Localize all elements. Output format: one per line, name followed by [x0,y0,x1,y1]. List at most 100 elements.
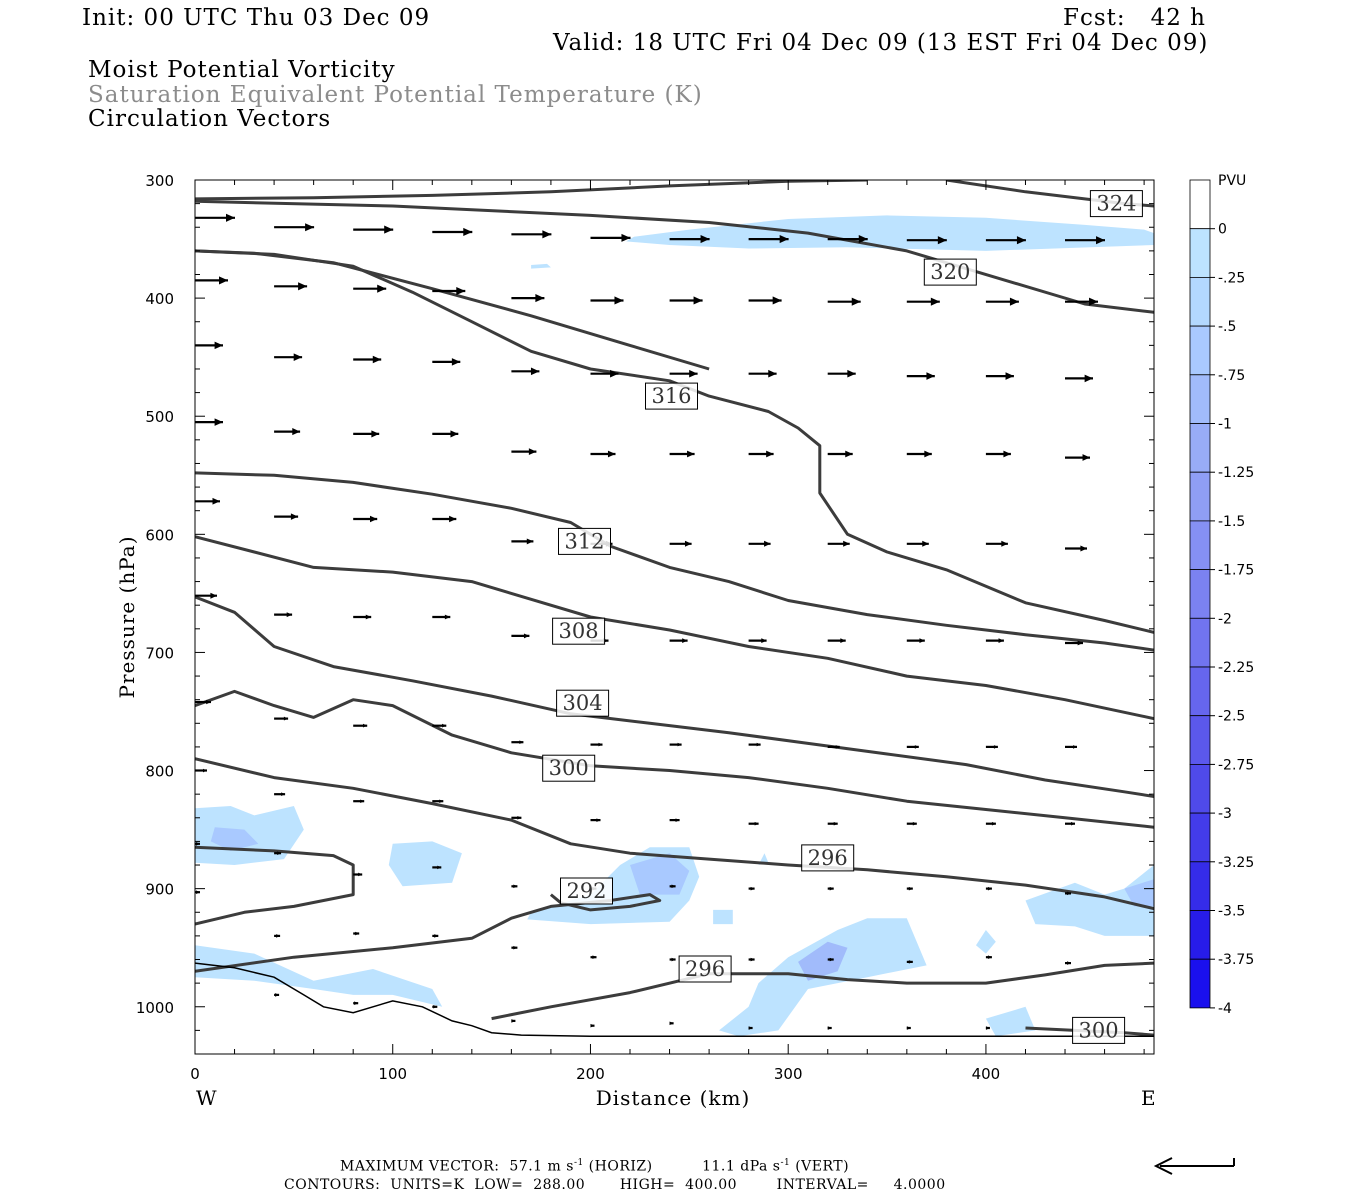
theta-contour-304 [195,595,1154,798]
vector-head [1096,236,1106,245]
vector-head [689,369,698,378]
vector-head [607,450,616,458]
colorbar-swatch [1189,861,1211,911]
reference-vector [1153,1157,1235,1175]
vector-head [437,865,442,870]
colorbar-label: -1.5 [1218,514,1245,530]
pv-region [1025,865,1154,936]
contour-label: 296 [685,957,725,981]
contour-label-box [542,754,596,782]
contours-info: CONTOURS: UNITS=K LOW= 288.00 HIGH= 400.… [284,1177,946,1193]
colorbar-label: -4 [1218,1001,1232,1017]
vector-head [463,227,473,237]
vector-head [592,955,597,959]
y-tick-label: 800 [145,763,174,781]
colorbar-label: -1 [1218,417,1232,433]
vector-head [212,497,220,505]
vector-head [439,799,444,804]
pv-region [210,827,259,851]
vector-head [937,236,947,245]
vector-head [991,821,996,826]
vector-head [369,515,378,523]
colorbar-swatch [1189,423,1211,473]
vector-head [922,540,929,547]
max-vector-vert: 11.1 dPa s [702,1158,781,1175]
pv-region [713,909,733,925]
x-tick-label: 300 [774,1065,803,1083]
contour-label-box [801,844,855,872]
colorbar-label: -3.5 [1218,904,1245,920]
vector-head [748,1026,753,1030]
vector-head [684,540,692,547]
y-tick-label: 700 [145,644,174,662]
vector-head [914,745,919,749]
vector-head [930,297,940,306]
vector-head [687,450,695,458]
pv-region [1124,879,1154,907]
colorbar-label: -3 [1218,806,1232,822]
colorbar-label: 0 [1218,222,1227,238]
vector-head [526,538,534,545]
vector-head [433,1004,438,1009]
vector-head [1077,640,1084,646]
vector-head [843,540,850,547]
vector-head [1009,297,1019,306]
vector-head [1084,374,1094,383]
pv-shading-layer [195,215,1154,1037]
vector-head [829,957,834,962]
colorbar-swatch [1189,228,1211,278]
vector-head [829,886,834,891]
theta-contour-300 [195,689,1154,829]
colorbar-swatch [1189,276,1211,327]
vector-head [513,945,518,950]
vector-head [542,230,552,239]
vector-head [511,1019,516,1023]
contour-label-box [552,617,606,645]
pv-region [798,941,848,981]
vector-head [372,355,382,364]
contour-label-box [1089,190,1143,218]
colorbar-swatch [1189,471,1211,522]
colorbar-swatch [1189,325,1211,376]
vector-head [756,742,761,747]
contour-label-box [558,527,611,555]
terrain-layer [195,962,1154,1038]
theta-contour-320 [195,199,1154,314]
y-tick-label: 500 [145,408,174,426]
vector-head [766,450,774,458]
vector-head [590,1023,595,1028]
colorbar-label: -1.25 [1218,465,1254,481]
theta-contour-296 [195,845,355,926]
vector-head [908,960,913,964]
vector-head [456,286,466,296]
vector-head [442,723,447,728]
pv-region [985,1006,1036,1037]
vector-head [276,934,281,938]
vector-head [677,742,682,747]
vector-head [1082,454,1091,461]
vector-head [987,955,992,959]
vector-head [750,957,755,962]
vector-head [835,745,840,749]
max-vector-vert-unit: (VERT) [795,1158,850,1175]
max-vector-label: MAXIMUM VECTOR: [340,1158,500,1175]
vector-head [377,284,387,293]
x-tick-label: 200 [576,1065,605,1083]
vector-head [669,1021,674,1026]
vector-head [1067,961,1072,965]
vector-head [290,513,299,520]
vector-head [858,235,868,244]
vector-head [210,592,217,599]
vector-head [362,723,368,728]
vector-head [283,716,289,721]
vector-head [355,931,360,936]
colorbar-swatch [1189,666,1211,717]
colorbar-label: -.5 [1218,319,1236,335]
vector-head [277,851,282,856]
vector-head [354,1001,359,1006]
pv-region [630,853,690,895]
vector-head [768,369,777,378]
forecast-hour: Fcst: 42 h [1063,5,1206,31]
vector-head [206,699,211,705]
contour-label: 316 [651,384,691,408]
